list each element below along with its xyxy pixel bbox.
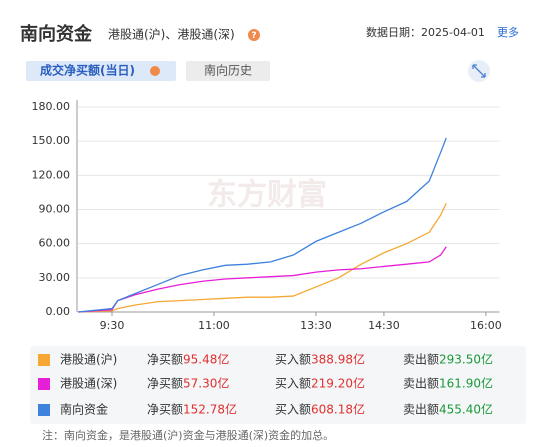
subtitle: 港股通(沪)、港股通(深) bbox=[108, 28, 235, 42]
series-line bbox=[77, 246, 447, 313]
stat-label: 净买额 bbox=[147, 403, 183, 417]
stat-label: 卖出额 bbox=[403, 353, 439, 367]
stat-label: 净买额 bbox=[147, 377, 183, 391]
stat-label: 买入额 bbox=[275, 403, 311, 417]
stat-value: 608.18亿 bbox=[311, 402, 365, 417]
title: 南向资金 bbox=[20, 23, 93, 45]
y-tick-label: 180.00 bbox=[32, 100, 71, 113]
date: 数据日期：2025-04-01 bbox=[366, 25, 485, 39]
x-tick-label: 11:00 bbox=[198, 319, 230, 332]
stat-value: 57.30亿 bbox=[183, 376, 229, 391]
tab[interactable] bbox=[186, 61, 270, 81]
expand-icon bbox=[472, 64, 486, 78]
legend-label: 南向资金 bbox=[60, 402, 108, 417]
stat-label: 净买额 bbox=[147, 353, 183, 367]
x-tick-label: 14:30 bbox=[368, 319, 400, 332]
help-icon[interactable] bbox=[150, 66, 160, 76]
stat-value: 455.40亿 bbox=[439, 402, 493, 417]
stat-value: 95.48亿 bbox=[183, 352, 229, 367]
series-line bbox=[77, 202, 447, 313]
legend-label: 港股通(深) bbox=[60, 377, 117, 391]
legend-swatch bbox=[38, 404, 50, 416]
x-tick-label: 13:30 bbox=[300, 319, 332, 332]
stat-label: 买入额 bbox=[275, 353, 311, 367]
series-line bbox=[77, 137, 447, 313]
legend-swatch bbox=[38, 378, 50, 390]
watermark: 东方财富 bbox=[207, 178, 327, 213]
legend-label: 港股通(沪) bbox=[60, 353, 117, 367]
x-tick-label: 16:00 bbox=[470, 319, 502, 332]
y-tick-label: 150.00 bbox=[32, 134, 71, 147]
help-icon[interactable] bbox=[248, 29, 260, 41]
y-tick-label: 60.00 bbox=[39, 237, 71, 250]
y-tick-label: 0.00 bbox=[46, 305, 71, 318]
y-tick-label: 120.00 bbox=[32, 168, 71, 181]
x-tick-label: 9:30 bbox=[100, 319, 125, 332]
stat-value: 152.78亿 bbox=[183, 402, 237, 417]
stat-value: 219.20亿 bbox=[311, 376, 365, 391]
stat-label: 卖出额 bbox=[403, 403, 439, 417]
help-icon-glyph: ? bbox=[251, 31, 256, 41]
note: 注：南向资金，是港股通(沪)资金与港股通(深)资金的加总。 bbox=[42, 428, 334, 442]
tab-label: 南向历史 bbox=[204, 63, 252, 78]
tab-label: 成交净买额(当日) bbox=[40, 63, 135, 78]
legend-box bbox=[30, 346, 526, 424]
y-tick-label: 30.00 bbox=[39, 271, 71, 284]
legend-swatch bbox=[38, 354, 50, 366]
stat-label: 买入额 bbox=[275, 377, 311, 391]
y-tick-label: 90.00 bbox=[39, 203, 71, 216]
stat-value: 293.50亿 bbox=[439, 352, 493, 367]
tab-active[interactable] bbox=[26, 61, 176, 81]
more-link[interactable]: 更多 bbox=[497, 25, 519, 39]
stat-value: 388.98亿 bbox=[311, 352, 365, 367]
stat-label: 卖出额 bbox=[403, 377, 439, 391]
stat-value: 161.90亿 bbox=[439, 376, 493, 391]
